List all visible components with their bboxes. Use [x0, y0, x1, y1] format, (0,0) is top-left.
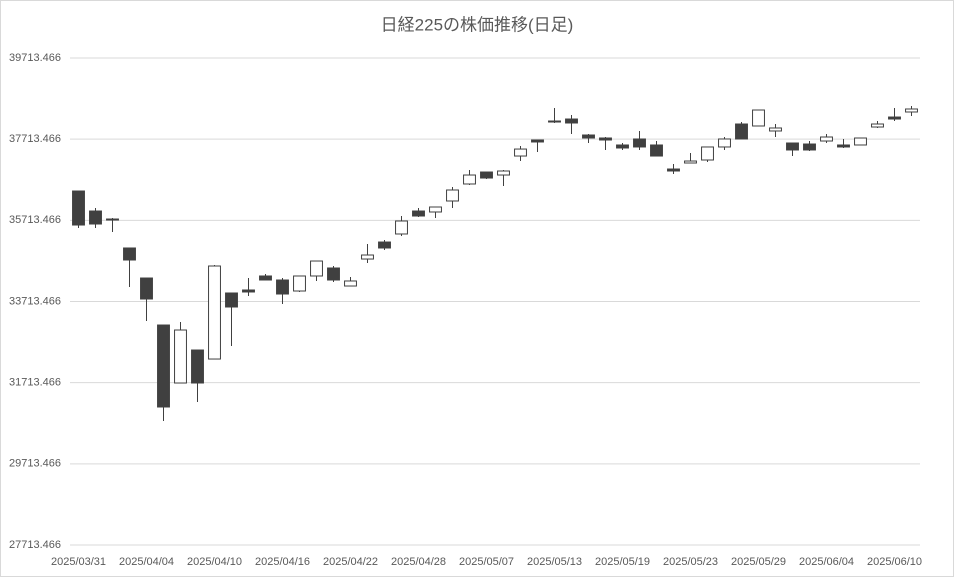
candle-body — [378, 241, 391, 249]
candle-body — [854, 137, 867, 146]
x-tick-label: 2025/04/22 — [323, 556, 378, 568]
y-tick-label: 31713.466 — [9, 377, 61, 389]
candle-body — [395, 220, 408, 235]
y-tick-label: 35713.466 — [9, 214, 61, 226]
candle-body — [497, 170, 510, 176]
candle-body — [208, 265, 221, 360]
candle-body — [633, 138, 646, 148]
candle-body — [684, 160, 697, 164]
candle-body — [752, 109, 765, 127]
candle-body — [310, 260, 323, 277]
candle-body — [89, 210, 102, 225]
candle-body — [599, 137, 612, 141]
y-tick-label: 37713.466 — [9, 133, 61, 145]
x-tick-label: 2025/03/31 — [51, 556, 106, 568]
x-tick-label: 2025/04/04 — [119, 556, 174, 568]
candle-body — [888, 116, 901, 120]
candle-body — [531, 139, 544, 143]
x-tick-label: 2025/06/10 — [867, 556, 922, 568]
candle-body — [548, 120, 561, 123]
candle-body — [820, 136, 833, 142]
candle-body — [276, 279, 289, 295]
candle-body — [480, 171, 493, 179]
x-tick-label: 2025/04/10 — [187, 556, 242, 568]
y-tick-label: 39713.466 — [9, 52, 61, 64]
candle-body — [157, 324, 170, 408]
x-tick-label: 2025/04/28 — [391, 556, 446, 568]
candle-body — [344, 280, 357, 287]
candle-body — [429, 206, 442, 213]
candle-body — [871, 123, 884, 128]
candle-body — [616, 144, 629, 149]
candle-body — [293, 275, 306, 292]
x-tick-label: 2025/04/16 — [255, 556, 310, 568]
x-tick-label: 2025/05/19 — [595, 556, 650, 568]
candle-body — [361, 254, 374, 260]
candle-body — [905, 108, 918, 113]
candle-body — [106, 218, 119, 221]
candle-body — [718, 138, 731, 148]
candle-body — [412, 210, 425, 217]
candle-body — [667, 168, 680, 172]
x-tick-label: 2025/05/07 — [459, 556, 514, 568]
candle-body — [191, 349, 204, 384]
candle-body — [650, 144, 663, 157]
x-tick-label: 2025/05/29 — [731, 556, 786, 568]
candle-body — [463, 174, 476, 185]
candle-body — [582, 134, 595, 139]
candle-body — [514, 148, 527, 157]
x-tick-label: 2025/05/13 — [527, 556, 582, 568]
y-tick-label: 33713.466 — [9, 295, 61, 307]
candle-body — [565, 118, 578, 124]
candle-body — [259, 275, 272, 281]
x-tick-label: 2025/05/23 — [663, 556, 718, 568]
candle-body — [140, 277, 153, 300]
candle-body — [786, 142, 799, 151]
candle-body — [769, 127, 782, 132]
chart-title: 日経225の株価推移(日足) — [381, 15, 574, 34]
candle-body — [701, 146, 714, 161]
candle-body — [225, 292, 238, 308]
y-tick-label: 29713.466 — [9, 458, 61, 470]
candle-body — [735, 123, 748, 140]
candle-body — [242, 289, 255, 293]
candle-body — [327, 267, 340, 281]
candle-body — [174, 329, 187, 384]
y-tick-label: 27713.466 — [9, 539, 61, 551]
candle-body — [123, 247, 136, 261]
candle-body — [837, 144, 850, 148]
candle-body — [72, 190, 85, 226]
candle-body — [803, 143, 816, 151]
candle-body — [446, 189, 459, 202]
x-tick-label: 2025/06/04 — [799, 556, 854, 568]
